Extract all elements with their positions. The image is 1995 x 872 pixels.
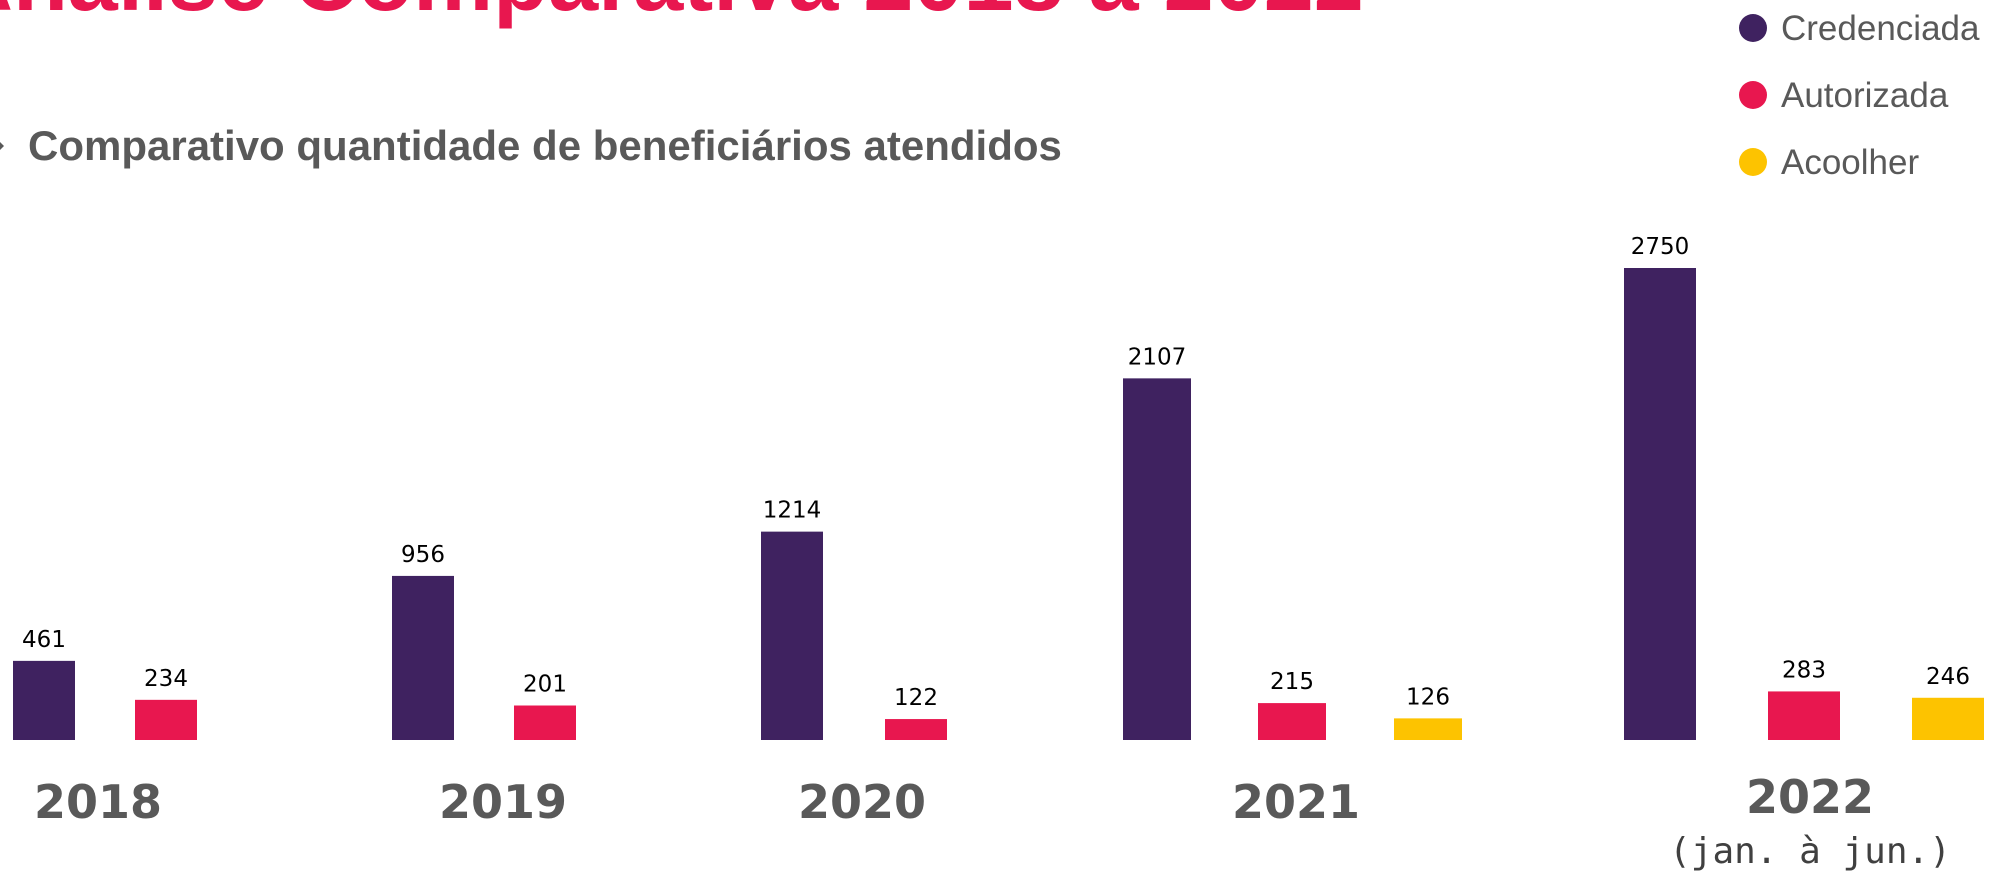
category-note: (jan. à jun.) <box>1669 831 1951 872</box>
value-label: 215 <box>1270 669 1314 695</box>
category-label: 2021 <box>1232 775 1360 829</box>
value-label: 126 <box>1406 684 1450 710</box>
bar <box>514 705 576 740</box>
value-label: 246 <box>1926 664 1970 690</box>
category-label: 2020 <box>798 775 926 829</box>
bullet-arrow <box>0 142 4 150</box>
legend-label: Credenciada <box>1781 9 1980 48</box>
value-label: 956 <box>401 542 445 568</box>
category-label: 2018 <box>34 775 162 829</box>
bar <box>1258 703 1326 740</box>
value-label: 283 <box>1782 657 1826 683</box>
category-label: 2019 <box>439 775 567 829</box>
bar <box>1768 691 1840 740</box>
legend-swatch <box>1739 81 1767 109</box>
legend-swatch <box>1739 148 1767 176</box>
bar <box>1394 718 1462 740</box>
value-label: 2750 <box>1631 234 1690 260</box>
bar <box>1912 697 1984 740</box>
category-label: 2022 <box>1746 770 1874 824</box>
value-label: 461 <box>22 627 66 653</box>
bar <box>135 699 197 740</box>
value-label: 1214 <box>763 498 822 524</box>
chart-title: Análise Comparativa 2018 a 2022 <box>0 0 1364 30</box>
bar <box>1624 268 1696 740</box>
value-label: 2107 <box>1128 344 1187 370</box>
bar <box>885 719 947 740</box>
value-label: 234 <box>144 666 188 692</box>
value-label: 122 <box>894 685 938 711</box>
bar <box>1123 378 1191 740</box>
legend-label: Autorizada <box>1781 76 1949 115</box>
chart-subtitle: Comparativo quantidade de beneficiários … <box>28 122 1062 169</box>
legend-label: Acoolher <box>1781 143 1919 182</box>
bar <box>13 660 75 740</box>
bar <box>761 531 823 740</box>
value-label: 201 <box>523 672 567 698</box>
bar <box>392 575 454 740</box>
legend-swatch <box>1739 14 1767 42</box>
